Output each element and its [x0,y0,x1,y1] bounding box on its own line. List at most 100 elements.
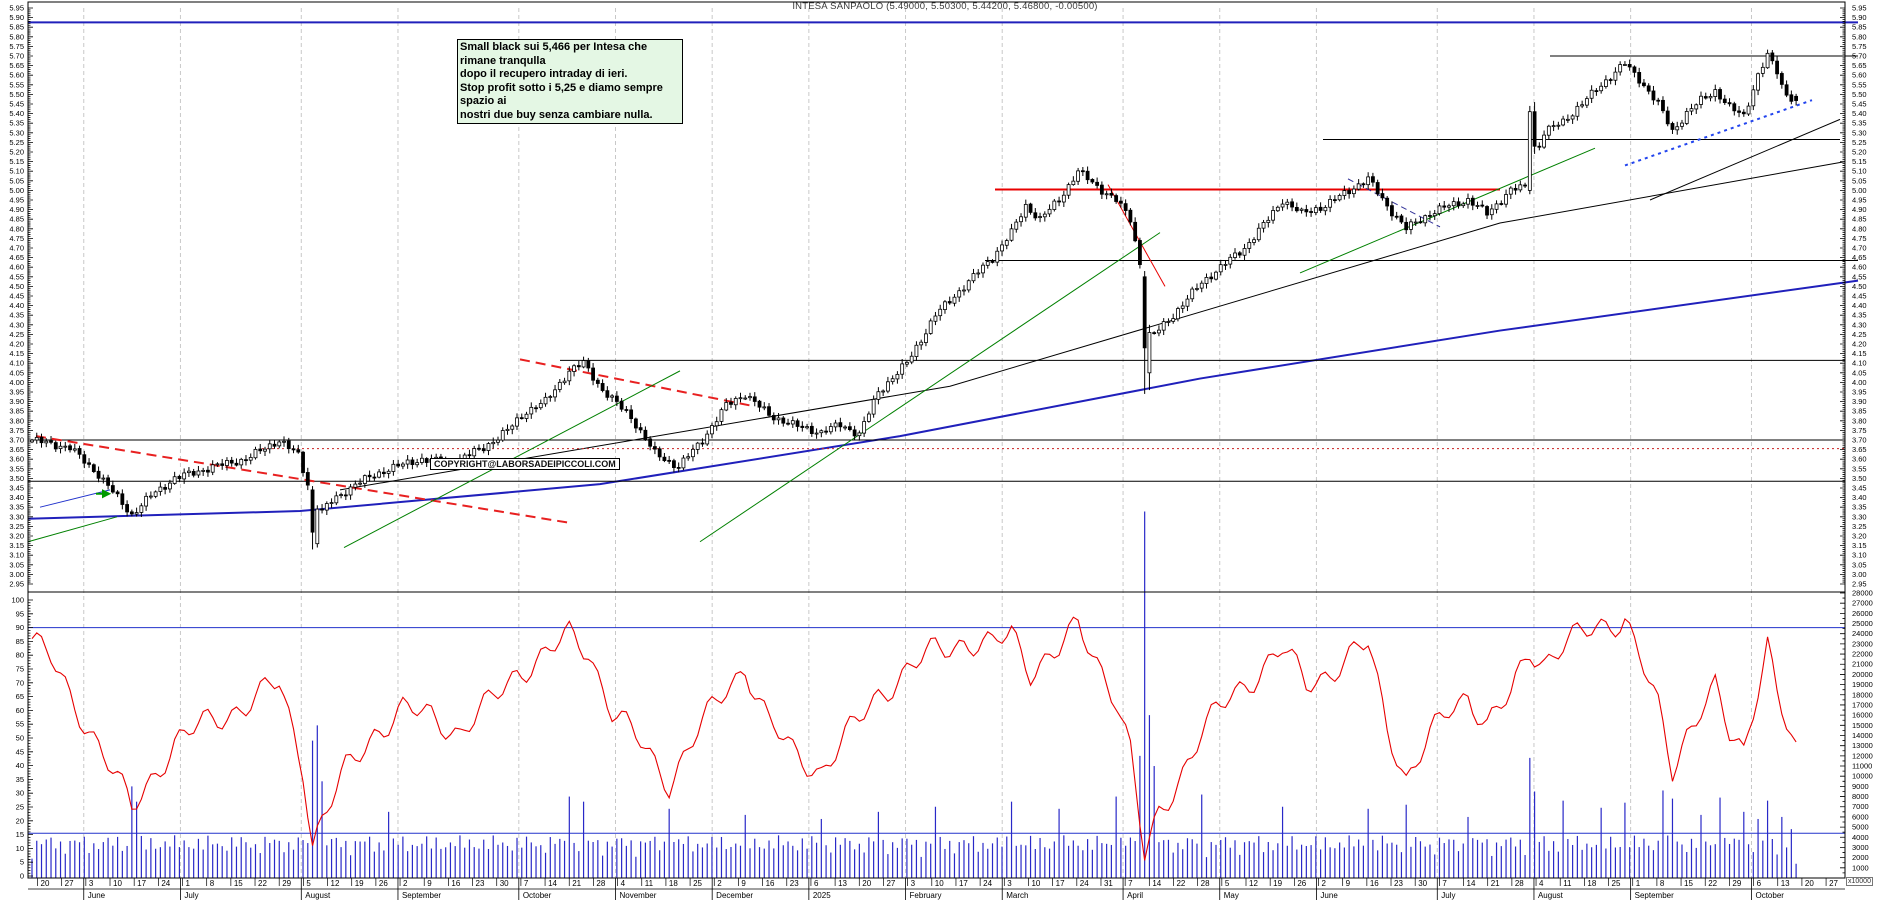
week-label: 6 [1757,879,1762,888]
month-label: September [1635,891,1674,900]
trendline [699,232,1161,543]
svg-text:3.60: 3.60 [9,455,24,464]
svg-text:6000: 6000 [1852,812,1869,821]
trendline [1347,178,1441,228]
svg-text:16000: 16000 [1852,711,1873,720]
week-label: 31 [1104,879,1113,888]
svg-text:25: 25 [16,803,24,812]
svg-text:3.70: 3.70 [1852,436,1867,445]
week-label: 14 [548,879,557,888]
buy-arrow-icon [96,489,112,499]
svg-text:5.25: 5.25 [9,138,24,147]
week-label: 21 [1491,879,1500,888]
month-label: October [1755,891,1784,900]
svg-text:4.30: 4.30 [1852,320,1867,329]
svg-text:50: 50 [16,734,24,743]
week-label: 7 [1128,879,1133,888]
week-label: 15 [234,879,243,888]
svg-text:9000: 9000 [1852,782,1869,791]
svg-text:5.05: 5.05 [1852,176,1867,185]
week-label: 25 [693,879,702,888]
month-label: July [184,891,198,900]
month-label: 2025 [813,891,831,900]
svg-text:5.70: 5.70 [1852,52,1867,61]
week-label: 2 [717,879,722,888]
svg-text:100: 100 [11,596,24,605]
month-label: February [910,891,942,900]
svg-text:95: 95 [16,609,24,618]
week-label: 12 [1249,879,1258,888]
month-label: October [523,891,552,900]
month-label: April [1127,891,1143,900]
svg-text:12000: 12000 [1852,751,1873,760]
svg-text:15: 15 [16,830,24,839]
svg-text:4.75: 4.75 [9,234,24,243]
svg-text:65: 65 [16,692,24,701]
week-label: 22 [258,879,267,888]
week-label: 14 [1152,879,1161,888]
svg-text:3.75: 3.75 [9,426,24,435]
week-label: 17 [137,879,146,888]
svg-text:70: 70 [16,678,24,687]
svg-text:5.80: 5.80 [1852,32,1867,41]
svg-text:3.75: 3.75 [1852,426,1867,435]
svg-text:15000: 15000 [1852,721,1873,730]
week-label: 22 [1708,879,1717,888]
svg-text:5.90: 5.90 [1852,13,1867,22]
svg-text:4.25: 4.25 [1852,330,1867,339]
svg-text:3.90: 3.90 [1852,397,1867,406]
svg-text:4.80: 4.80 [9,224,24,233]
svg-text:5.40: 5.40 [1852,109,1867,118]
svg-text:5.15: 5.15 [9,157,24,166]
trendline [39,489,111,508]
svg-text:1000: 1000 [1852,863,1869,872]
svg-text:8000: 8000 [1852,792,1869,801]
week-label: 10 [113,879,122,888]
svg-text:4.15: 4.15 [9,349,24,358]
week-label: 1 [1636,879,1641,888]
svg-text:19000: 19000 [1852,680,1873,689]
week-label: 24 [983,879,992,888]
svg-text:5.75: 5.75 [9,42,24,51]
week-label: 6 [814,879,819,888]
week-label: 30 [500,879,509,888]
svg-text:5: 5 [20,858,24,867]
svg-text:5.50: 5.50 [1852,90,1867,99]
svg-text:4.85: 4.85 [9,215,24,224]
svg-text:4.55: 4.55 [9,272,24,281]
svg-text:10: 10 [16,844,24,853]
svg-text:5.90: 5.90 [9,13,24,22]
trendline [519,358,751,407]
week-label: 16 [451,879,460,888]
week-label: 26 [379,879,388,888]
week-label: 12 [331,879,340,888]
analyst-annotation-box: Small black sui 5,466 per Intesa che rim… [457,39,683,124]
svg-text:28000: 28000 [1852,588,1873,597]
week-label: 1 [186,879,191,888]
svg-text:13000: 13000 [1852,741,1873,750]
svg-text:3.60: 3.60 [1852,455,1867,464]
svg-text:80: 80 [16,651,24,660]
trendline [35,435,569,524]
week-label: 9 [427,879,432,888]
svg-text:3.30: 3.30 [9,512,24,521]
week-label: 16 [766,879,775,888]
month-label: June [88,891,106,900]
svg-text:5.45: 5.45 [9,100,24,109]
month-label: August [1538,891,1564,900]
week-label: 20 [862,879,871,888]
svg-text:5.10: 5.10 [9,167,24,176]
svg-text:3.10: 3.10 [1852,551,1867,560]
svg-text:3.30: 3.30 [1852,512,1867,521]
gridlines [83,8,1752,878]
week-label: 23 [476,879,485,888]
week-label: 26 [1297,879,1306,888]
candles [30,49,1799,550]
svg-text:5.30: 5.30 [1852,128,1867,137]
svg-text:5.15: 5.15 [1852,157,1867,166]
svg-text:5.40: 5.40 [9,109,24,118]
week-label: 3 [1007,879,1012,888]
svg-text:5.00: 5.00 [1852,186,1867,195]
svg-text:4.35: 4.35 [1852,311,1867,320]
